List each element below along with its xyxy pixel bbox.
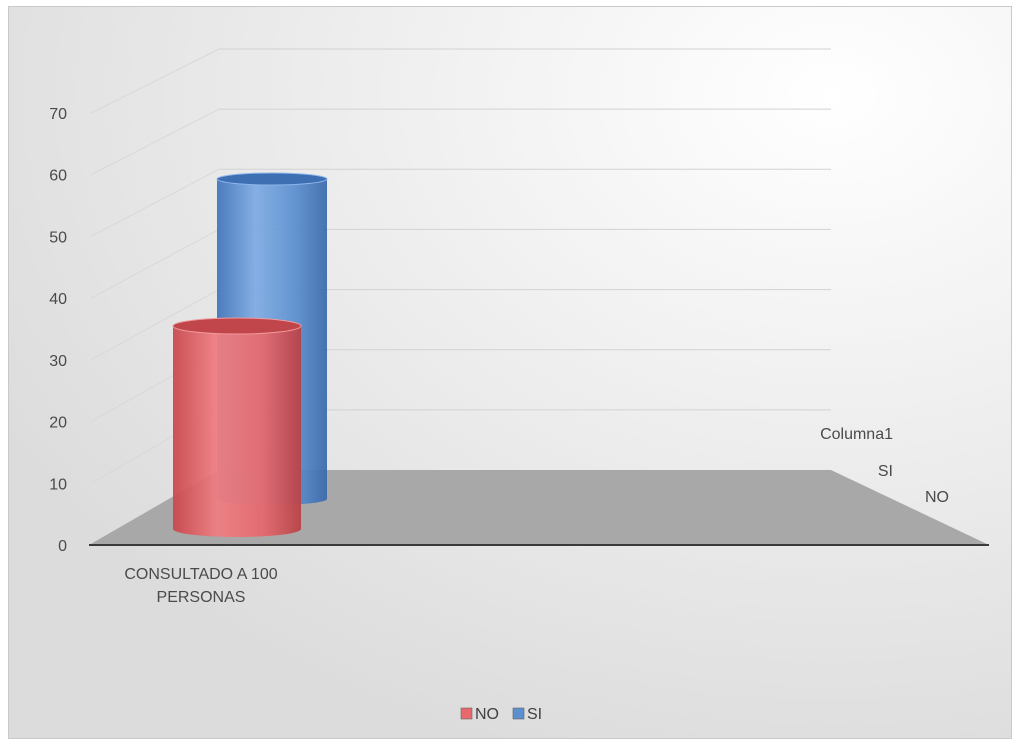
y-tick-label-40: 40 [49,291,67,308]
legend-item-si: SI [512,706,542,723]
legend-item-no: NO [460,706,499,723]
depth-label-columna1: Columna1 [820,426,893,443]
legend-label-no: NO [475,706,499,723]
legend-swatch-si [512,707,525,720]
depth-label-si: SI [878,463,893,480]
chart-area: 0 10 20 30 40 50 60 70 CONSULTADO A 100 PERSONAS C… [8,6,1012,739]
legend-swatch-no [460,707,473,720]
y-tick-label-20: 20 [49,415,67,432]
chart-background [9,7,1011,738]
side-gridline-50 [90,168,220,237]
depth-label-no: NO [925,489,949,506]
side-gridline-30 [90,289,220,361]
chart-svg: 0 10 20 30 40 50 60 70 CONSULTADO A 100 PERSONAS C… [9,7,1011,738]
y-tick-label-50: 50 [49,229,67,246]
side-gridline-70 [90,48,220,114]
legend-label-si: SI [527,706,542,723]
axis-labels: 0 10 20 30 40 50 60 70 CONSULTADO A 100 PERSONAS C… [49,106,949,606]
y-tick-label-0: 0 [58,538,67,555]
y-tick-label-60: 60 [49,168,67,185]
bar-si-top [216,172,328,186]
bar-no [172,317,302,537]
bars [172,172,328,537]
x-category-label-line-2: PERSONAS [157,589,246,606]
side-gridline-40 [90,228,220,299]
side-gridline-60 [90,108,220,176]
bar-no-body [173,326,301,537]
y-tick-label-70: 70 [49,106,67,123]
legend: NO SI [460,706,542,723]
y-tick-label-10: 10 [49,476,67,493]
y-tick-label-30: 30 [49,353,67,370]
bar-no-top [172,317,302,335]
x-category-label-line-1: CONSULTADO A 100 [124,566,277,583]
